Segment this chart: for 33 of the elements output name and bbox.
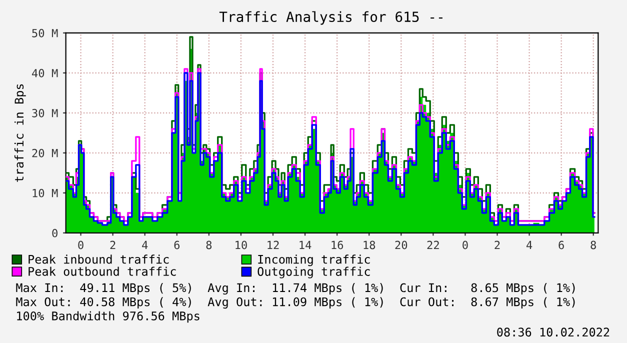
text: Max Out: 40.58 MBps ( 4%) Avg Out: 11.09 MBps ( 1%) Cur Out: 8.67 MBps ( 1%) [16,297,575,309]
x-tick-label: 8 [206,240,212,250]
legend-label: Peak inbound traffic [28,254,169,264]
x-tick-label: 0 [78,240,84,250]
y-tick-label: 20 M [32,148,58,158]
x-tick-label: 20 [395,240,408,250]
legend-label: Peak outbound traffic [28,266,176,276]
y-tick-label: 10 M [32,188,58,198]
legend-label: Outgoing traffic [258,266,370,278]
x-tick-label: 2 [494,240,500,250]
x-tick-label: 14 [300,240,312,250]
legend-label: Incoming traffic [258,254,370,266]
text: Max In: 49.11 MBps ( 5%) Avg In: 11.74 MBps ( 1%) Cur In: 8.65 MBps ( 1%) [16,283,575,295]
y-tick-label: 30 M [32,108,58,118]
x-tick-label: 2 [110,240,116,250]
x-tick-label: 10 [236,240,247,250]
x-tick-label: 18 [364,240,376,250]
x-tick-label: 8 [590,240,596,250]
x-tick-label: 16 [332,240,344,250]
text: 100% Bandwidth 976.56 MBps [17,311,200,323]
text: 08:36 10.02.2022 [497,328,610,337]
x-tick-label: 4 [142,240,148,250]
x-tick-label: 12 [268,240,279,250]
y-tick-label: 50 M [32,28,58,38]
x-tick-label: 6 [558,240,564,250]
x-tick-label: 0 [462,240,468,250]
x-tick-label: 4 [526,240,532,250]
x-tick-label: 6 [174,240,180,250]
y-tick-label: 0 [52,228,58,238]
y-tick-label: 40 M [32,68,58,78]
y-axis-title: traffic in Bps [14,84,26,182]
chart-title: Traffic Analysis for 615 -- [219,11,442,25]
x-tick-label: 22 [427,240,439,250]
